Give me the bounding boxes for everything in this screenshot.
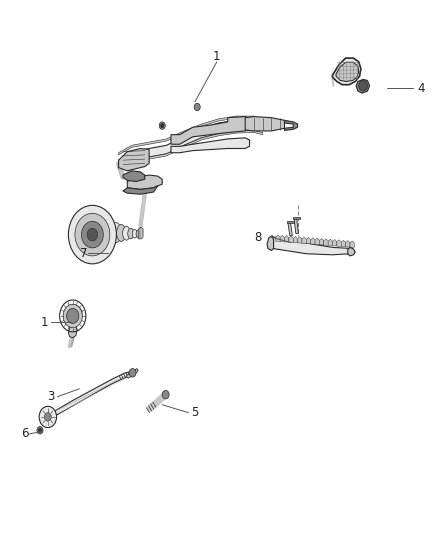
Ellipse shape xyxy=(123,227,130,240)
Circle shape xyxy=(359,80,367,91)
Polygon shape xyxy=(341,240,346,247)
Text: 1: 1 xyxy=(213,50,221,63)
Polygon shape xyxy=(171,138,250,153)
Polygon shape xyxy=(171,117,250,144)
Circle shape xyxy=(159,122,165,130)
Circle shape xyxy=(81,221,103,248)
Polygon shape xyxy=(332,58,361,85)
Polygon shape xyxy=(127,368,138,378)
Text: 1: 1 xyxy=(41,316,48,329)
Polygon shape xyxy=(348,247,355,256)
Polygon shape xyxy=(356,79,370,93)
Circle shape xyxy=(129,368,136,377)
Polygon shape xyxy=(297,237,302,243)
Polygon shape xyxy=(337,240,341,246)
Polygon shape xyxy=(269,237,353,255)
Polygon shape xyxy=(119,131,263,169)
Ellipse shape xyxy=(136,230,140,238)
Circle shape xyxy=(162,390,169,399)
Circle shape xyxy=(194,103,200,111)
Polygon shape xyxy=(123,171,145,181)
Circle shape xyxy=(75,213,110,256)
Polygon shape xyxy=(336,62,359,82)
Ellipse shape xyxy=(91,222,101,243)
Polygon shape xyxy=(44,372,133,421)
Circle shape xyxy=(38,428,42,432)
Polygon shape xyxy=(245,117,285,131)
Polygon shape xyxy=(324,239,328,245)
Circle shape xyxy=(160,124,164,128)
Text: 7: 7 xyxy=(80,247,88,260)
Polygon shape xyxy=(302,237,306,244)
Ellipse shape xyxy=(100,221,111,244)
Polygon shape xyxy=(68,325,77,338)
Polygon shape xyxy=(293,236,297,243)
Ellipse shape xyxy=(95,221,106,244)
Ellipse shape xyxy=(105,221,117,244)
Polygon shape xyxy=(288,223,292,236)
Polygon shape xyxy=(294,219,298,233)
Circle shape xyxy=(87,228,98,241)
Polygon shape xyxy=(289,236,293,243)
Ellipse shape xyxy=(132,230,137,238)
Polygon shape xyxy=(119,120,263,167)
Polygon shape xyxy=(287,221,293,223)
Polygon shape xyxy=(119,116,263,155)
Polygon shape xyxy=(119,149,149,171)
Circle shape xyxy=(37,426,43,434)
Polygon shape xyxy=(332,239,337,246)
Text: 8: 8 xyxy=(254,231,262,244)
Text: 3: 3 xyxy=(47,390,55,403)
Ellipse shape xyxy=(128,228,134,239)
Polygon shape xyxy=(138,227,143,239)
Polygon shape xyxy=(350,241,354,247)
Text: 4: 4 xyxy=(418,82,425,95)
Circle shape xyxy=(39,406,57,427)
Polygon shape xyxy=(127,175,162,189)
Circle shape xyxy=(67,309,79,324)
Polygon shape xyxy=(276,235,280,241)
Circle shape xyxy=(44,413,51,421)
Text: 5: 5 xyxy=(191,406,199,419)
Polygon shape xyxy=(280,235,285,241)
Ellipse shape xyxy=(111,222,121,243)
Polygon shape xyxy=(123,185,158,194)
Polygon shape xyxy=(315,238,319,245)
Polygon shape xyxy=(306,237,311,244)
Ellipse shape xyxy=(117,224,126,241)
Polygon shape xyxy=(346,240,350,247)
Polygon shape xyxy=(285,236,289,242)
Polygon shape xyxy=(328,239,332,246)
Polygon shape xyxy=(319,238,324,245)
Polygon shape xyxy=(311,238,315,244)
Polygon shape xyxy=(64,305,81,325)
Text: 6: 6 xyxy=(21,427,28,440)
Polygon shape xyxy=(267,236,274,251)
Polygon shape xyxy=(293,216,300,219)
Circle shape xyxy=(63,304,82,328)
Polygon shape xyxy=(285,120,297,131)
Circle shape xyxy=(68,205,117,264)
